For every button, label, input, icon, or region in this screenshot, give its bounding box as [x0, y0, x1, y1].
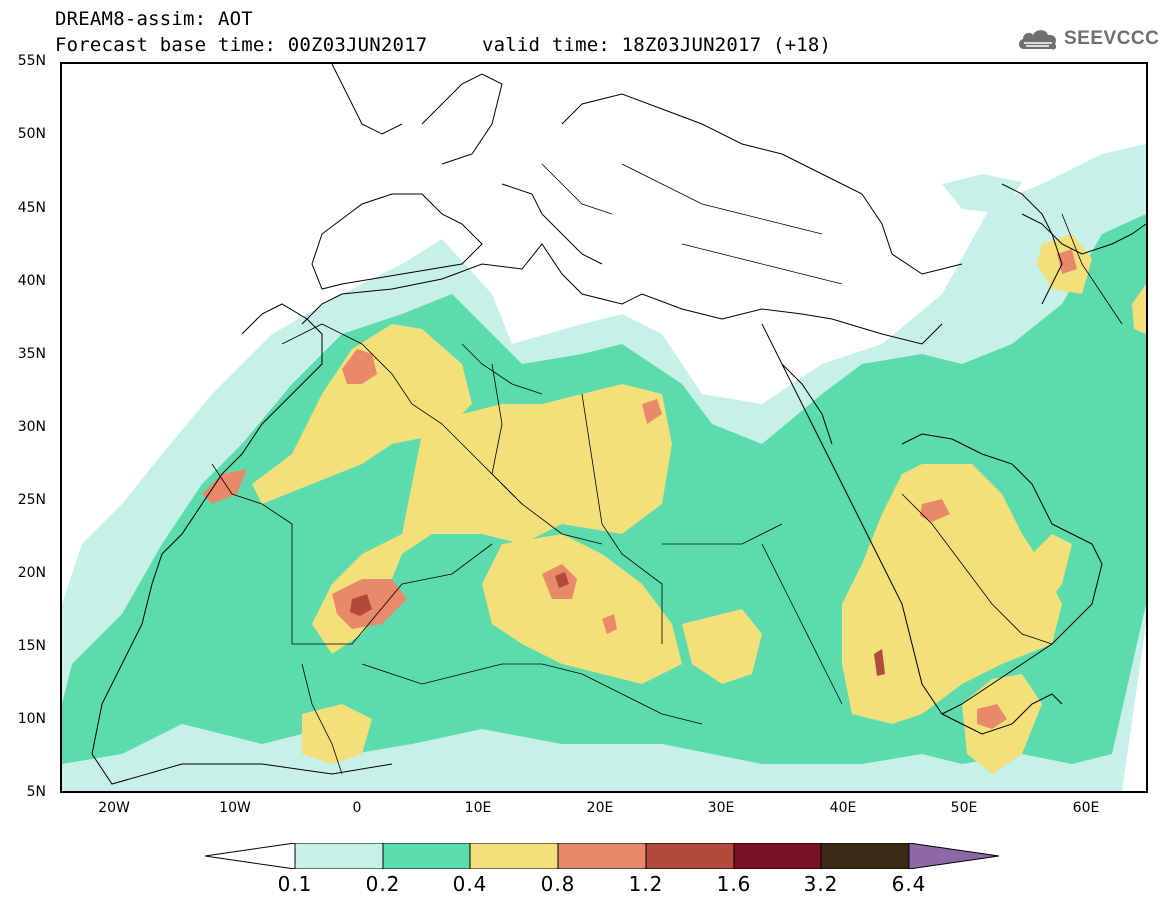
- colorbar-segment-3: [469, 843, 559, 869]
- colorbar-segment-1: [294, 843, 384, 869]
- country-borders: [211, 163, 1123, 775]
- colorbar-label-1.2: 1.2: [628, 872, 664, 896]
- lat-label-25n: 25N: [17, 492, 46, 508]
- lat-label-5n: 5N: [26, 784, 46, 800]
- map-title: DREAM8-assim: AOT: [55, 8, 253, 30]
- colorbar-label-1.6: 1.6: [716, 872, 752, 896]
- lat-label-10n: 10N: [17, 711, 46, 727]
- lat-label-20n: 20N: [17, 565, 46, 581]
- colorbar-label-0.8: 0.8: [540, 872, 576, 896]
- colorbar-under-triangle: [205, 843, 296, 869]
- lat-label-40n: 40N: [17, 273, 46, 289]
- colorbar-segment-5: [645, 843, 735, 869]
- lat-label-15n: 15N: [17, 638, 46, 654]
- lat-label-50n: 50N: [17, 126, 46, 142]
- lon-label-20w: 20W: [98, 800, 130, 816]
- lon-label-60e: 60E: [1072, 800, 1100, 816]
- lat-label-45n: 45N: [17, 200, 46, 216]
- valid-time: valid time: 18Z03JUN2017 (+18): [482, 34, 832, 56]
- logo-text: SEEVCCC: [1064, 28, 1160, 49]
- colorbar-label-3.2: 3.2: [803, 872, 839, 896]
- lon-label-30e: 30E: [707, 800, 735, 816]
- seevccc-logo: SEEVCCC: [1016, 22, 1159, 56]
- cloud-icon: [1018, 30, 1057, 50]
- colorbar-label-0.2: 0.2: [365, 872, 401, 896]
- lat-label-55n: 55N: [17, 53, 46, 69]
- colorbar-label-0.1: 0.1: [277, 872, 313, 896]
- lon-label-10e: 10E: [464, 800, 492, 816]
- map-panel: [60, 62, 1148, 793]
- aot-level-0.4: [252, 234, 1146, 774]
- lon-label-20e: 20E: [586, 800, 614, 816]
- colorbar-segment-2: [382, 843, 471, 869]
- lat-label-30n: 30N: [17, 419, 46, 435]
- colorbar-segment-4: [557, 843, 647, 869]
- colorbar-label-0.4: 0.4: [452, 872, 488, 896]
- colorbar-over-triangle: [908, 843, 999, 869]
- colorbar-segment-6: [733, 843, 822, 869]
- colorbar-label-6.4: 6.4: [891, 872, 927, 896]
- lon-label-10w: 10W: [219, 800, 251, 816]
- coastlines: [91, 64, 1146, 785]
- forecast-base-time: Forecast base time: 00Z03JUN2017: [55, 34, 428, 56]
- lon-label-50e: 50E: [950, 800, 978, 816]
- colorbar: [205, 843, 999, 869]
- lat-label-35n: 35N: [17, 346, 46, 362]
- aot-map: [62, 64, 1146, 791]
- lon-label-0: 0: [352, 800, 362, 816]
- lon-label-40e: 40E: [829, 800, 857, 816]
- colorbar-segment-7: [820, 843, 910, 869]
- aot-level-1.2: [350, 572, 885, 676]
